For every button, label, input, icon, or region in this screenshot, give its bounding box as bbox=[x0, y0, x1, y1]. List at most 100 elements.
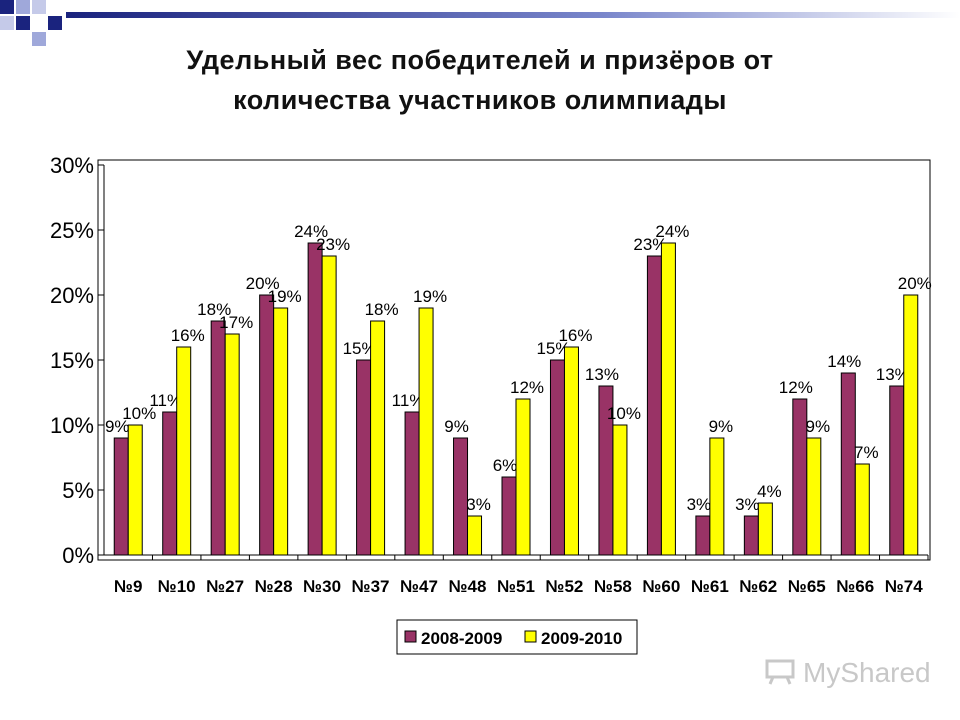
y-tick-label: 15% bbox=[50, 348, 94, 373]
data-label: 9% bbox=[806, 417, 831, 436]
bar-2008-2009 bbox=[356, 359, 372, 556]
data-label: 9% bbox=[709, 417, 734, 436]
bar-2008-2009 bbox=[549, 359, 565, 556]
data-label: 7% bbox=[854, 443, 879, 462]
bar-2009-2010 bbox=[854, 463, 870, 556]
x-tick-label: №27 bbox=[206, 577, 244, 596]
legend-swatch bbox=[524, 630, 537, 643]
x-tick-label: №58 bbox=[594, 577, 632, 596]
data-label: 19% bbox=[413, 287, 447, 306]
data-label: 11% bbox=[149, 391, 182, 410]
data-label: 10% bbox=[607, 404, 641, 423]
data-label: 9% bbox=[105, 417, 130, 436]
bar-2008-2009 bbox=[162, 411, 178, 556]
bar-2009-2010 bbox=[903, 294, 919, 556]
watermark-text: MyShared bbox=[803, 657, 931, 688]
data-label: 23% bbox=[633, 235, 667, 254]
bar-2008-2009 bbox=[646, 255, 662, 556]
data-label: 17% bbox=[219, 313, 253, 332]
bar-2009-2010 bbox=[273, 307, 289, 556]
data-label: 24% bbox=[294, 222, 328, 241]
x-tick-label: №10 bbox=[158, 577, 196, 596]
bar-2009-2010 bbox=[321, 255, 337, 556]
bar-2008-2009 bbox=[889, 385, 905, 556]
bar-2008-2009 bbox=[501, 476, 517, 556]
data-label: 4% bbox=[757, 482, 782, 501]
bar-2008-2009 bbox=[453, 437, 469, 556]
data-label: 20% bbox=[246, 274, 280, 293]
x-tick-label: №37 bbox=[352, 577, 390, 596]
y-tick-label: 30% bbox=[50, 153, 94, 178]
chart-title: Удельный вес победителей и призёров от к… bbox=[0, 40, 960, 120]
x-tick-label: №66 bbox=[836, 577, 874, 596]
data-label: 10% bbox=[122, 404, 156, 423]
bar-2009-2010 bbox=[660, 242, 676, 556]
x-tick-label: №60 bbox=[642, 577, 680, 596]
legend bbox=[396, 619, 638, 655]
bar-2009-2010 bbox=[176, 346, 192, 556]
data-label: 3% bbox=[687, 495, 712, 514]
data-label: 9% bbox=[444, 417, 469, 436]
bar-2008-2009 bbox=[404, 411, 420, 556]
x-tick-label: №48 bbox=[449, 577, 487, 596]
x-tick-label: №47 bbox=[400, 577, 438, 596]
y-tick-label: 0% bbox=[62, 543, 94, 568]
bar-2008-2009 bbox=[695, 515, 711, 556]
x-tick-label: №30 bbox=[303, 577, 341, 596]
bar-2009-2010 bbox=[515, 398, 531, 556]
bar-2009-2010 bbox=[563, 346, 579, 556]
data-label: 12% bbox=[779, 378, 813, 397]
bar-2009-2010 bbox=[224, 333, 240, 556]
data-label: 16% bbox=[171, 326, 205, 345]
y-tick-label: 20% bbox=[50, 283, 94, 308]
data-label: 11% bbox=[392, 391, 425, 410]
data-label: 13% bbox=[876, 365, 910, 384]
data-label: 12% bbox=[510, 378, 544, 397]
data-label: 24% bbox=[655, 222, 689, 241]
data-label: 20% bbox=[898, 274, 932, 293]
data-label: 15% bbox=[343, 339, 377, 358]
x-tick-label: №28 bbox=[255, 577, 293, 596]
bar-2009-2010 bbox=[806, 437, 822, 556]
data-label: 18% bbox=[197, 300, 231, 319]
bar-2008-2009 bbox=[210, 320, 226, 556]
data-label: 16% bbox=[558, 326, 592, 345]
data-label: 14% bbox=[827, 352, 861, 371]
x-tick-label: №62 bbox=[739, 577, 777, 596]
y-tick-label: 25% bbox=[50, 218, 94, 243]
chart-title-line-1: Удельный вес победителей и призёров от bbox=[186, 45, 774, 75]
legend-label: 2009-2010 bbox=[541, 629, 622, 648]
x-tick-label: №61 bbox=[691, 577, 729, 596]
bar-2008-2009 bbox=[259, 294, 275, 556]
data-label: 3% bbox=[466, 495, 491, 514]
chart-title-line-2: количества участников олимпиады bbox=[233, 85, 727, 115]
legend-swatch bbox=[404, 630, 417, 643]
data-label: 18% bbox=[365, 300, 399, 319]
bar-2009-2010 bbox=[127, 424, 143, 556]
data-label: 23% bbox=[316, 235, 350, 254]
x-tick-label: №74 bbox=[885, 577, 923, 596]
x-tick-label: №52 bbox=[546, 577, 584, 596]
bar-2009-2010 bbox=[467, 515, 483, 556]
bar-2008-2009 bbox=[113, 437, 129, 556]
bar-2008-2009 bbox=[840, 372, 856, 556]
x-tick-label: №65 bbox=[788, 577, 826, 596]
bar-2009-2010 bbox=[370, 320, 386, 556]
presentation-icon bbox=[765, 659, 795, 685]
bar-2009-2010 bbox=[709, 437, 725, 556]
bar-2008-2009 bbox=[743, 515, 759, 556]
y-tick-label: 10% bbox=[50, 413, 94, 438]
x-tick-label: №51 bbox=[497, 577, 535, 596]
data-label: 3% bbox=[735, 495, 760, 514]
y-tick-label: 5% bbox=[62, 478, 94, 503]
legend-label: 2008-2009 bbox=[421, 629, 502, 648]
data-label: 6% bbox=[493, 456, 518, 475]
header-decoration bbox=[0, 0, 960, 46]
data-label: 13% bbox=[585, 365, 619, 384]
bar-2008-2009 bbox=[307, 242, 323, 556]
bar-2009-2010 bbox=[418, 307, 434, 556]
watermark: MyShared bbox=[765, 655, 935, 695]
x-tick-label: №9 bbox=[114, 577, 142, 596]
bar-2009-2010 bbox=[757, 502, 773, 556]
